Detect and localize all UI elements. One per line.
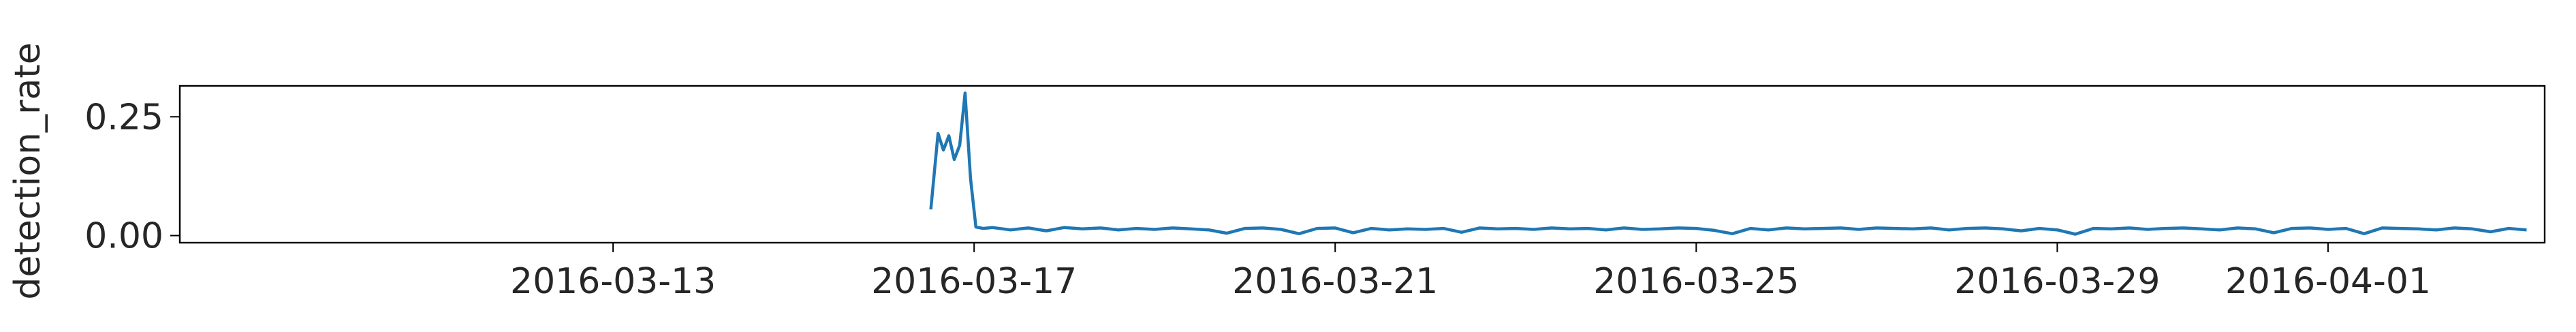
x-tick-label: 2016-03-25 (1593, 261, 1799, 302)
plot-frame (178, 85, 2546, 244)
x-tick-label: 2016-03-21 (1232, 261, 1438, 302)
x-tick-label: 2016-04-01 (2225, 261, 2431, 302)
series-line (929, 91, 2527, 236)
y-axis-label: detection_rate (7, 42, 48, 299)
plot-area (929, 91, 2527, 236)
y-tick-label: 0.25 (84, 97, 163, 138)
x-tick-label: 2016-03-29 (1954, 261, 2160, 302)
axis-ticks: 2016-03-13 2016-03-17 2016-03-21 2016-03-25… (84, 97, 2431, 302)
x-tick-label: 2016-03-13 (510, 261, 716, 302)
y-tick-label: 0.00 (84, 216, 163, 257)
x-tick-label: 2016-03-17 (871, 261, 1077, 302)
